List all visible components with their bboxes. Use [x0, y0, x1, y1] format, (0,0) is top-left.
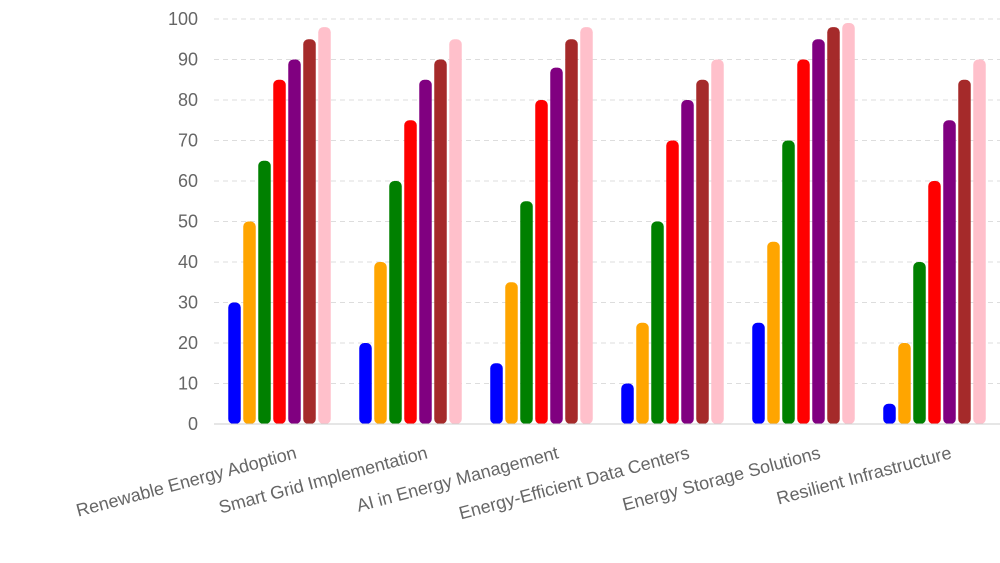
bar [389, 181, 402, 424]
bar [913, 262, 926, 424]
bar [580, 27, 593, 424]
y-tick-label: 90 [178, 50, 198, 70]
bar [228, 302, 241, 424]
bar [812, 39, 825, 424]
y-axis-ticks: 0 10 20 30 40 50 60 70 80 90 100 [168, 9, 198, 434]
bar [767, 241, 780, 424]
bar [303, 39, 316, 424]
y-tick-label: 100 [168, 9, 198, 29]
bar [898, 343, 911, 424]
gridlines [214, 18, 1000, 384]
bar [535, 100, 548, 424]
bar [621, 383, 634, 424]
y-tick-label: 20 [178, 333, 198, 353]
bar [565, 39, 578, 424]
bar [928, 181, 941, 424]
x-category-label: Renewable Energy Adoption [74, 443, 299, 521]
bar [273, 79, 286, 424]
y-tick-label: 60 [178, 171, 198, 191]
bar [943, 120, 956, 424]
bar [404, 120, 417, 424]
bar [258, 160, 271, 424]
bar [883, 403, 896, 424]
x-category-label: Energy-Efficient Data Centers [457, 443, 692, 524]
bar [243, 221, 256, 424]
bar [288, 59, 301, 424]
bar [505, 282, 518, 424]
bar [711, 59, 724, 424]
bar [827, 27, 840, 424]
bar [696, 79, 709, 424]
bar [374, 262, 387, 424]
y-tick-label: 80 [178, 90, 198, 110]
bar [520, 201, 533, 424]
bar [797, 59, 810, 424]
y-tick-label: 10 [178, 374, 198, 394]
bar [782, 140, 795, 424]
bar [636, 322, 649, 424]
bar [550, 67, 563, 424]
bars [228, 23, 986, 425]
bar [434, 59, 447, 424]
y-tick-label: 50 [178, 212, 198, 232]
bar [318, 27, 331, 424]
bar [752, 322, 765, 424]
bar [490, 363, 503, 424]
bar [359, 343, 372, 424]
y-tick-label: 40 [178, 252, 198, 272]
y-tick-label: 30 [178, 293, 198, 313]
bar [958, 79, 971, 424]
bar [651, 221, 664, 424]
bar [681, 100, 694, 424]
y-tick-label: 70 [178, 131, 198, 151]
bar [419, 79, 432, 424]
bar [973, 59, 986, 424]
bar [842, 23, 855, 425]
bar [449, 39, 462, 424]
bar [666, 140, 679, 424]
y-tick-label: 0 [188, 414, 198, 434]
